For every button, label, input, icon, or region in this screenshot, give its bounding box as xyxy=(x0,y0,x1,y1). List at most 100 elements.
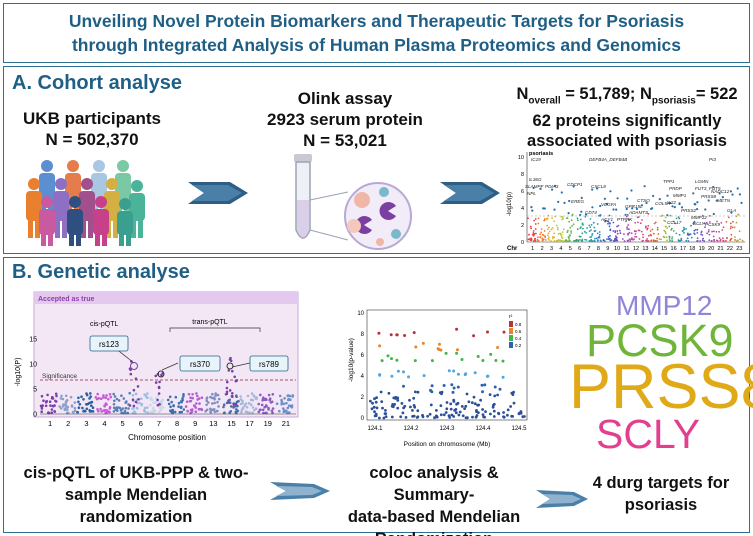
pqtl-point xyxy=(61,397,65,401)
locus-point xyxy=(501,359,505,363)
significant-point xyxy=(666,194,669,197)
pqtl-point xyxy=(244,410,248,413)
manhattan-point xyxy=(534,237,536,240)
gene-label: PCSK9 xyxy=(705,222,721,227)
manhattan-point xyxy=(568,234,571,237)
manhattan-point xyxy=(737,213,739,216)
chromosome-tick: 21 xyxy=(717,246,723,252)
significant-point xyxy=(712,212,715,216)
trans-pqtl-label: trans-pQTL xyxy=(192,319,228,326)
chromosome-tick: 12 xyxy=(633,246,639,252)
manhattan-point xyxy=(664,230,667,233)
significant-point xyxy=(580,210,583,213)
manhattan-point xyxy=(713,230,715,233)
ukb-participants-text: UKB participants N = 502,370 xyxy=(18,108,166,150)
pqtl-xtick: 21 xyxy=(282,419,290,428)
pqtl-point xyxy=(102,396,105,399)
manhattan-point xyxy=(656,240,658,242)
manhattan-point xyxy=(541,237,544,240)
manhattan-point xyxy=(535,232,537,235)
gene-label: EREG xyxy=(571,199,584,204)
significant-point xyxy=(626,197,629,200)
pqtl-point xyxy=(127,407,130,410)
significant-point xyxy=(712,185,715,189)
locus-point xyxy=(373,397,376,401)
ytick-label: 2 xyxy=(521,223,524,229)
significant-point xyxy=(640,204,644,207)
pqtl-point xyxy=(194,406,197,409)
manhattan-point xyxy=(548,226,550,229)
manhattan-point xyxy=(668,238,671,240)
pqtl-point xyxy=(236,404,239,408)
manhattan-point xyxy=(686,232,689,235)
pqtl-hit-point xyxy=(228,389,232,392)
locus-point xyxy=(447,369,451,373)
manhattan-point xyxy=(721,229,724,231)
locus-point xyxy=(411,409,414,412)
manhattan-point xyxy=(563,240,566,242)
pqtl-point xyxy=(112,392,115,396)
pqtl-point xyxy=(81,406,84,410)
pqtl-point xyxy=(59,397,63,400)
pqtl-point xyxy=(53,410,57,413)
pqtl-hit-point xyxy=(229,359,233,363)
manhattan-point xyxy=(675,232,678,235)
protein-count-line: 62 proteins significantly xyxy=(532,112,722,131)
significant-point xyxy=(652,194,655,198)
pqtl-point xyxy=(94,396,98,399)
legend-value: 0.4 xyxy=(515,336,522,341)
locus-point xyxy=(506,408,510,412)
word-mmp12: MMP12 xyxy=(616,290,713,321)
pqtl-point xyxy=(180,410,184,414)
significant-point xyxy=(579,213,582,217)
pqtl-point xyxy=(280,398,283,402)
n-overall-sub: overall xyxy=(528,95,561,107)
manhattan-point xyxy=(626,214,629,216)
significant-point xyxy=(605,202,609,206)
pqtl-point xyxy=(216,400,219,404)
pqtl-point xyxy=(217,397,221,401)
locus-point xyxy=(460,358,464,361)
pqtl-point xyxy=(82,398,85,401)
pqtl-point xyxy=(191,396,194,400)
pqtl-point xyxy=(131,407,134,410)
pqtl-point xyxy=(171,411,174,415)
significant-point xyxy=(680,206,684,209)
chromosome-tick: 19 xyxy=(699,246,705,252)
pqtl-point xyxy=(122,397,126,400)
pqtl-point xyxy=(240,410,243,414)
manhattan-point xyxy=(652,232,655,235)
manhattan-point xyxy=(649,230,652,232)
locus-point xyxy=(375,406,379,410)
step-coloc-line-3: Randomization xyxy=(334,528,534,536)
manhattan-point xyxy=(647,213,650,215)
pqtl-point xyxy=(54,400,58,403)
arrow-right-icon xyxy=(536,490,588,508)
locus-xlabel: Position on chromosome (Mb) xyxy=(404,441,491,448)
pqtl-ylabel: -log10(P) xyxy=(15,358,22,387)
locus-point xyxy=(494,359,498,362)
pqtl-point xyxy=(217,405,220,408)
pqtl-point xyxy=(105,394,108,397)
significant-point xyxy=(568,199,571,203)
ukb-count: N = 502,370 xyxy=(45,130,139,149)
title-line-1: Unveiling Novel Protein Biomarkers and T… xyxy=(68,11,685,31)
locus-point xyxy=(433,416,436,420)
locus-point xyxy=(517,411,521,415)
manhattan-point xyxy=(687,240,690,242)
chromosome-tick: 15 xyxy=(661,246,667,252)
test-tube-icon xyxy=(294,154,412,250)
significant-point xyxy=(530,206,533,209)
significant-point xyxy=(658,198,661,201)
pqtl-point xyxy=(70,404,74,407)
manhattan-point xyxy=(547,232,550,235)
locus-point xyxy=(456,372,460,376)
manhattan-point xyxy=(726,237,728,239)
pqtl-point xyxy=(258,408,262,412)
pqtl-point xyxy=(174,395,178,399)
pqtl-point xyxy=(78,403,82,406)
locus-point xyxy=(485,374,489,378)
pqtl-point xyxy=(285,401,288,405)
manhattan-point xyxy=(713,238,715,241)
pqtl-point xyxy=(85,407,89,411)
